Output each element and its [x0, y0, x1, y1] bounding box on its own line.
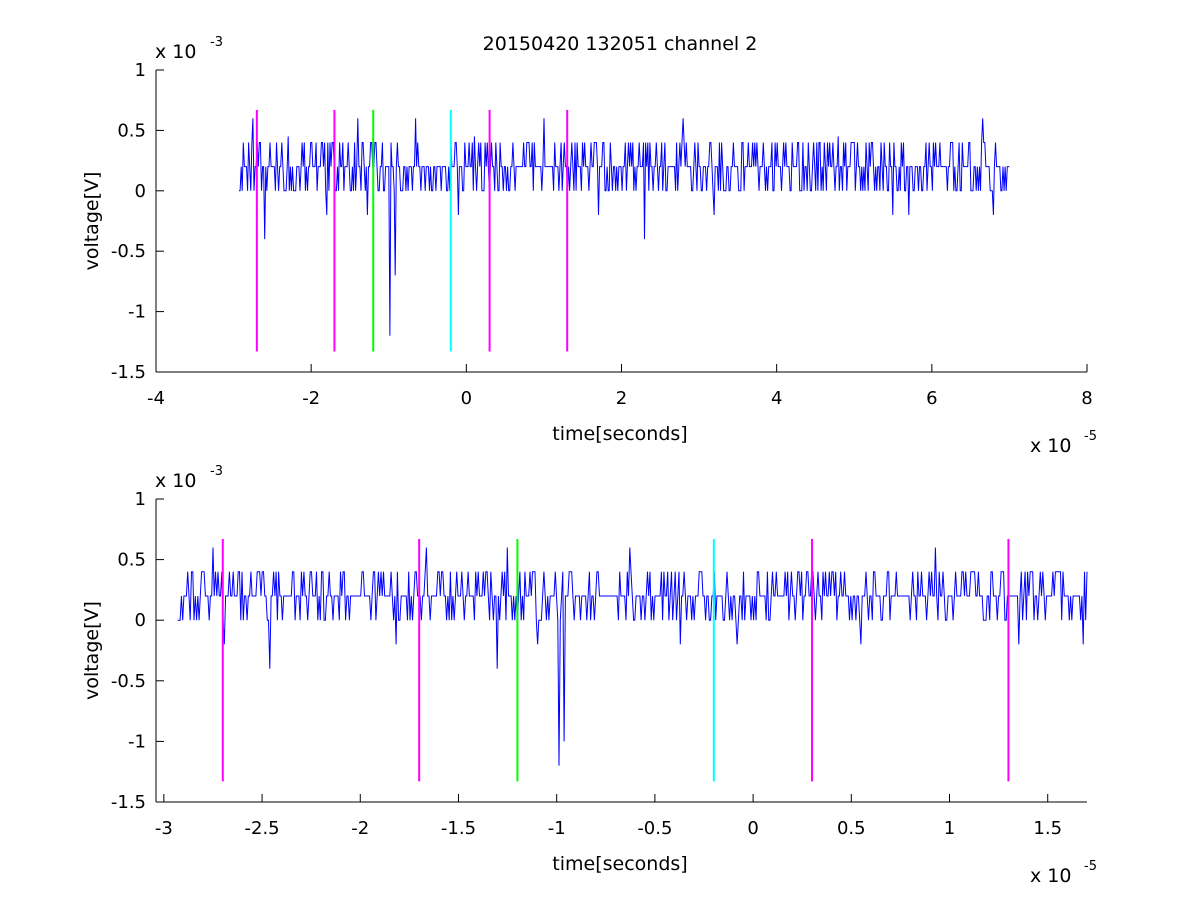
y-tick-label: -0.5	[111, 671, 146, 692]
x-tick-label: 1	[944, 818, 955, 839]
x-tick-label: -1	[548, 818, 566, 839]
y-tick-label: 0	[135, 181, 146, 202]
x-tick-label: 0	[747, 818, 758, 839]
x-multiplier: x 10	[1030, 865, 1071, 887]
y-tick-label: 1	[135, 489, 146, 510]
x-tick-label: 8	[1081, 388, 1092, 409]
y-multiplier-exponent: -3	[210, 35, 223, 50]
x-tick-label: -2.5	[245, 818, 280, 839]
y-tick-label: 0.5	[117, 120, 146, 141]
x-tick-label: -1.5	[441, 818, 476, 839]
x-multiplier: x 10	[1030, 435, 1071, 457]
x-multiplier-exponent: -5	[1084, 859, 1097, 874]
x-axis-label: time[seconds]	[552, 853, 687, 875]
signal-trace	[177, 547, 1088, 766]
figure-title: 20150420 132051 channel 2	[483, 33, 758, 55]
x-tick-label: -2	[302, 388, 320, 409]
y-tick-label: -1.5	[111, 362, 146, 383]
y-multiplier: x 10	[155, 41, 196, 63]
y-multiplier: x 10	[155, 470, 196, 492]
y-tick-label: -1	[128, 302, 146, 323]
y-tick-label: -1.5	[111, 792, 146, 813]
x-tick-label: 4	[771, 388, 782, 409]
x-tick-label: 2	[616, 388, 627, 409]
x-tick-label: -3	[155, 818, 173, 839]
x-tick-label: -4	[147, 388, 165, 409]
y-tick-label: 1	[135, 60, 146, 81]
x-tick-label: -2	[351, 818, 369, 839]
y-axis-label: voltage[V]	[81, 172, 103, 271]
y-axis-label: voltage[V]	[81, 601, 103, 700]
x-tick-label: 0.5	[837, 818, 866, 839]
x-tick-label: 0	[461, 388, 472, 409]
x-tick-label: -0.5	[637, 818, 672, 839]
x-axis-label: time[seconds]	[552, 423, 687, 445]
signal-trace	[239, 118, 1010, 336]
y-multiplier-exponent: -3	[210, 464, 223, 479]
x-multiplier-exponent: -5	[1084, 429, 1097, 444]
y-tick-label: 0	[135, 610, 146, 631]
y-tick-label: -1	[128, 731, 146, 752]
y-tick-label: -0.5	[111, 241, 146, 262]
y-tick-label: 0.5	[117, 550, 146, 571]
bottom-subplot: -3 -2.5 -2 -1.5 -1 -0.5 0 0.5 1 1.5 -1.5 -1 -0.5 0 0.5…	[81, 464, 1097, 887]
x-tick-label: 6	[926, 388, 937, 409]
x-tick-label: 1.5	[1033, 818, 1062, 839]
top-subplot: -4 -2 0 2 4 6 8 -1.5 -1 -0.5 0 0.5 1 time[seconds] vol…	[81, 35, 1097, 457]
